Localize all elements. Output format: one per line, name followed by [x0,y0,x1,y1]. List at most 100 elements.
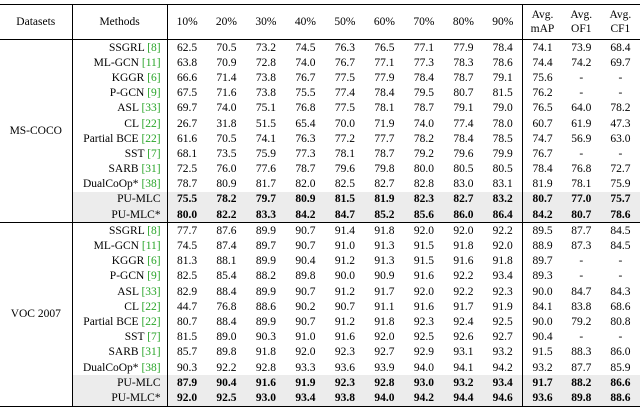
value-cell: 85.9 [610,361,631,374]
value-cell: 78.4 [374,87,395,100]
table-row: P-GCN [9] 67.5 71.6 73.8 75.5 77.4 78.4 79.5 80.… [0,85,640,101]
value-cell: 63.8 [177,56,198,69]
value-cell: 77.4 [334,87,355,100]
value-cell: 74.7 [532,132,553,145]
citation: [6] [147,71,161,84]
value-cell: 77.3 [295,147,316,160]
value-cell: 77.9 [443,39,484,56]
value-cell: 85.6 [404,207,444,223]
value-cell: 74.5 [285,39,326,56]
method-name: P-GCN [109,270,145,283]
value-cell: 78.4 [453,132,474,145]
method-cell: P-GCN [9] [72,268,168,284]
value-cell: 91.8 [483,253,524,269]
value-cell: 78.1 [374,102,395,115]
value-cell: 91.6 [413,270,435,283]
table-row: MS-COCO SSGRL [8] 62.5 70.5 73.2 74.5 76.3 76.5… [0,38,640,223]
value-cell: 80.7 [522,191,562,208]
value-cell: 91.6 [413,300,435,313]
value-cell: - [618,270,623,283]
value-cell: 90.0 [532,315,553,328]
method-name: PU-MLC* [111,208,161,221]
value-cell: 74.0 [216,102,237,115]
value-cell: 76.5 [364,39,405,56]
value-cell: 90.7 [295,240,316,253]
value-cell: 70.0 [334,117,355,130]
value-cell: 74.4 [532,56,553,69]
table-row: SST [7] 68.1 73.5 75.9 77.3 78.1 78.7 79.2 79.6 7… [0,146,640,162]
value-cell: 81.5 [325,191,365,208]
value-cell: 92.8 [255,361,276,374]
value-cell: 67.5 [177,87,198,100]
value-cell: 84.5 [610,240,631,253]
value-cell: - [618,147,623,160]
value-cell: 93.6 [522,390,562,407]
value-cell: 51.5 [255,117,276,130]
value-cell: 81.9 [364,191,405,208]
method-name: ML-GCN [93,56,139,69]
table-row: CL [22] 26.7 31.8 51.5 65.4 70.0 71.9 74.0 77.4 7… [0,115,640,132]
value-cell: 80.8 [610,315,631,328]
value-cell: 83.1 [483,176,524,192]
value-cell: 92.8 [364,375,405,391]
header-cell: 50% [325,4,365,40]
value-cell: 92.7 [374,346,395,359]
table-row: KGGR [6] 81.3 88.1 89.9 90.4 91.2 91.3 91.5 91.6… [0,253,640,269]
value-cell: - [618,255,623,268]
table-row: PU-MLC 87.9 90.4 91.6 91.9 92.3 92.8 93.0 93.2 93… [0,375,640,391]
method-cell: Partial BCE [22] [72,314,168,330]
value-cell: 80.5 [483,161,524,177]
value-cell: 73.9 [561,39,601,56]
value-cell: 77.4 [453,117,474,130]
table-row: ASL [33] 82.9 88.4 89.9 90.7 91.2 91.7 92.0 92.2… [0,284,640,300]
value-cell: 93.6 [334,361,355,374]
value-cell: 81.5 [483,85,524,101]
value-cell: 76.8 [295,102,316,115]
method-name: SSGRL [108,41,145,54]
citation: [22] [141,315,161,328]
dataset-cell: VOC 2007 [0,222,73,407]
value-cell: 26.7 [177,117,198,130]
value-cell: 79.2 [571,315,592,328]
value-cell: 92.0 [167,390,207,407]
method-cell: ASL [33] [72,100,168,116]
value-cell: 92.2 [483,222,524,239]
value-cell: 84.7 [571,285,592,298]
citation: [11] [141,56,161,69]
value-cell: 80.5 [453,163,474,176]
method-name: PU-MLC* [111,391,161,404]
value-cell: 91.1 [374,300,395,313]
value-cell: 79.0 [483,100,524,116]
value-cell: 79.6 [453,147,474,160]
value-cell: 73.5 [216,147,237,160]
value-cell: 84.3 [610,285,631,298]
value-cell: 62.5 [167,39,207,56]
value-cell: 78.2 [413,132,435,145]
value-cell: 93.4 [285,390,326,407]
value-cell: 72.8 [255,56,276,69]
value-cell: 94.6 [483,390,524,407]
value-cell: 89.0 [216,331,237,344]
value-cell: 93.2 [483,344,524,360]
method-cell: KGGR [6] [72,253,168,269]
method-cell: DualCoOp* [38] [72,359,168,376]
value-cell: 71.9 [374,117,395,130]
header-cell: 10% [167,4,207,40]
citation: [7] [147,331,161,344]
value-cell: 88.9 [532,240,553,253]
value-cell: 79.7 [246,191,286,208]
table-row: Partial BCE [22] 61.6 70.5 74.1 76.3 77.2 77.7… [0,131,640,147]
table-row: KGGR [6] 66.6 71.4 73.8 76.7 77.5 77.9 78.4 78.7… [0,70,640,86]
value-cell: 91.6 [334,331,355,344]
value-cell: 81.9 [532,178,553,191]
value-cell: 78.2 [206,191,247,208]
value-cell: 92.0 [413,285,435,298]
value-cell: - [579,71,584,84]
table-body: MS-COCO SSGRL [8] 62.5 70.5 73.2 74.5 76.3 76.5… [0,38,640,407]
value-cell: 85.7 [177,346,198,359]
value-cell: 73.8 [255,71,276,84]
method-cell: KGGR [6] [72,70,168,86]
method-name: DualCoOp* [82,361,139,374]
value-cell: 78.1 [571,178,592,191]
table-row: CL [22] 44.7 76.8 88.6 90.2 90.7 91.1 91.6 91.7 9… [0,299,640,315]
